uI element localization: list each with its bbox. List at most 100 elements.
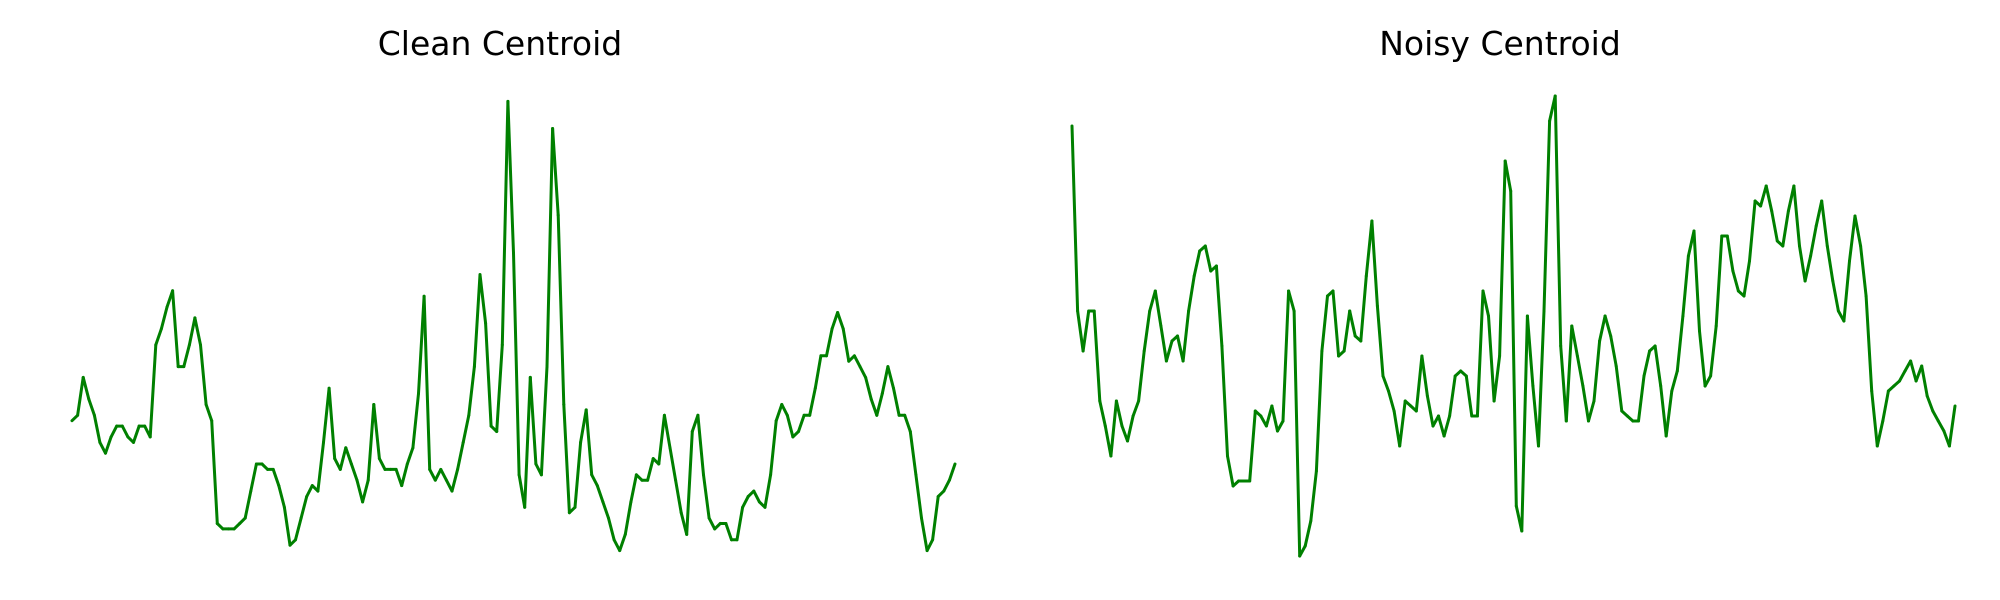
line-segment [1559, 344, 1568, 423]
line-segment [104, 435, 113, 455]
line-segment [702, 473, 711, 520]
line-segment [1659, 384, 1668, 438]
line-segment [562, 403, 571, 515]
line-segment [1387, 389, 1396, 413]
line-segment [338, 446, 348, 471]
line-segment [467, 365, 476, 417]
line-segment [1342, 309, 1352, 353]
line-segment [595, 484, 605, 504]
line-segment [1570, 324, 1579, 358]
line-segment [1525, 314, 1535, 388]
chart-title: Clean Centroid [377, 24, 623, 63]
line-segment [573, 440, 583, 509]
line-segment [1936, 419, 1946, 433]
line-segment [629, 473, 638, 504]
line-segment [1126, 414, 1135, 443]
line-segment [1798, 244, 1807, 283]
noisy-centroid-plot [1070, 94, 1957, 558]
line-segment [1437, 414, 1446, 438]
line-segment [869, 397, 879, 417]
line-segment [662, 413, 672, 450]
line-segment [1864, 294, 1874, 393]
line-segment [1448, 374, 1457, 418]
line-segment [808, 386, 817, 417]
line-segment [1809, 224, 1818, 258]
line-segment [892, 386, 901, 417]
line-segment [1264, 404, 1274, 428]
line-segment [1320, 294, 1329, 353]
line-segment [1214, 264, 1224, 348]
line-segment [299, 495, 309, 520]
line-segment [539, 365, 549, 477]
line-segment [76, 375, 85, 417]
line-segment [344, 446, 353, 466]
line-segment [1664, 389, 1674, 438]
line-segment [1842, 259, 1851, 323]
line-segment [1703, 374, 1713, 388]
line-segment [1603, 314, 1613, 338]
line-segment [1781, 209, 1790, 248]
line-segment [204, 403, 214, 423]
line-segment [623, 500, 633, 536]
line-segment [478, 273, 488, 325]
line-segment [1553, 94, 1563, 348]
line-segment [1725, 234, 1735, 273]
line-segment [1364, 219, 1374, 278]
line-segment [830, 311, 840, 331]
line-segment [1181, 309, 1191, 363]
line-segment [780, 403, 789, 417]
line-segment [763, 473, 773, 509]
line-segment [400, 462, 409, 488]
line-segment [182, 343, 191, 369]
line-segment [282, 505, 292, 547]
line-segment [500, 99, 510, 347]
line-segment [1226, 454, 1235, 488]
line-segment [1131, 399, 1141, 418]
line-segment [674, 478, 683, 515]
line-segment [1070, 124, 1080, 313]
line-segment [439, 467, 448, 482]
line-segment [1770, 209, 1779, 243]
line-segment [1681, 254, 1690, 318]
line-segment [148, 343, 158, 439]
line-segment [1848, 214, 1857, 263]
line-segment [1425, 394, 1435, 428]
line-segment [1653, 344, 1663, 388]
series-line [70, 99, 957, 553]
line-segment [1137, 349, 1146, 403]
line-segment [92, 413, 102, 444]
line-segment [171, 289, 180, 369]
line-segment [361, 478, 370, 504]
line-segment [797, 413, 806, 433]
line-segment [1587, 399, 1596, 423]
line-segment [1487, 314, 1496, 403]
line-segment [685, 430, 694, 536]
line-segment [724, 522, 733, 542]
line-segment [1092, 309, 1102, 403]
line-segment [914, 473, 923, 520]
line-segment [584, 408, 594, 477]
line-segment [461, 413, 471, 444]
line-segment [774, 403, 784, 423]
line-segment [1498, 159, 1507, 358]
line-segment [428, 467, 437, 482]
line-segment [1398, 399, 1407, 448]
line-segment [1298, 544, 1307, 558]
line-segment [109, 424, 119, 439]
line-segment [1192, 249, 1202, 278]
line-segment [1509, 189, 1518, 508]
series-line [1070, 94, 1957, 558]
line-segment [1759, 184, 1768, 208]
line-segment [1187, 274, 1196, 313]
line-segment [243, 489, 253, 520]
line-segment [1692, 229, 1701, 333]
line-segment [607, 516, 616, 542]
line-segment [1109, 399, 1118, 458]
line-segment [1159, 324, 1168, 363]
line-segment [735, 505, 745, 542]
line-segment [1875, 419, 1885, 448]
line-segment [1564, 324, 1574, 423]
line-segment [120, 424, 130, 439]
line-segment [316, 440, 325, 493]
line-segment [1598, 314, 1607, 343]
